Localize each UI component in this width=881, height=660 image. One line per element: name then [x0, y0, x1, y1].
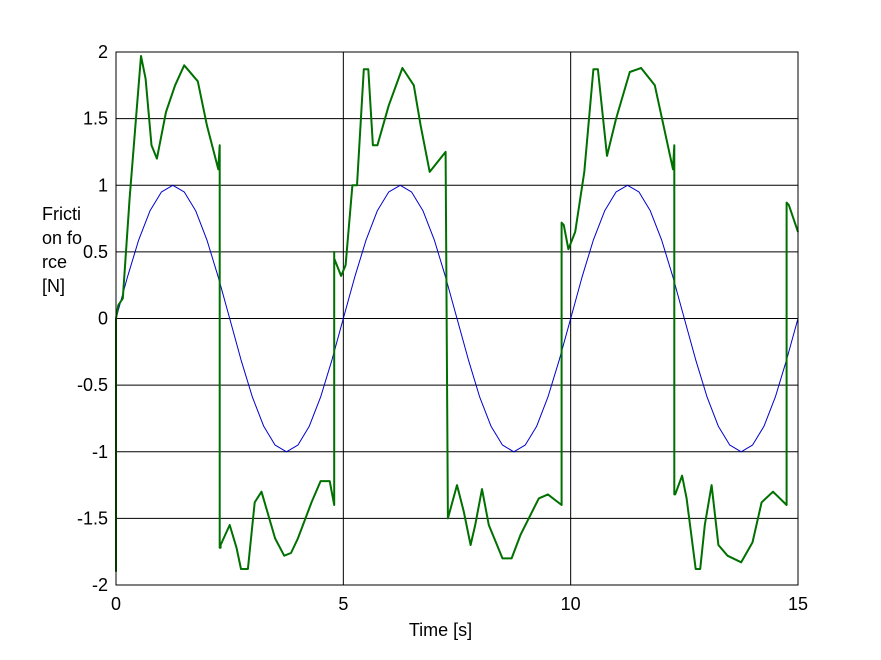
y-tick-label: -2	[92, 575, 108, 595]
y-tick-label: 1	[98, 175, 108, 195]
y-tick-label: 0	[98, 309, 108, 329]
y-tick-labels: -2 -1.5 -1 -0.5 0 0.5 1 1.5 2	[77, 42, 108, 595]
y-tick-label: 1.5	[83, 109, 108, 129]
x-tick-label: 5	[338, 594, 348, 614]
x-tick-label: 15	[788, 594, 808, 614]
y-tick-label: 2	[98, 42, 108, 62]
y-tick-label: -1.5	[77, 508, 108, 528]
x-tick-labels: 0 5 10 15	[111, 594, 808, 614]
x-tick-label: 10	[561, 594, 581, 614]
y-axis-label: Friction force [N]	[42, 204, 83, 296]
y-tick-label: 0.5	[83, 242, 108, 262]
series-line-2	[115, 55, 799, 572]
x-tick-label: 0	[111, 594, 121, 614]
series-line-1	[115, 184, 799, 453]
series-group	[115, 55, 799, 572]
x-axis-label: Time [s]	[408, 620, 473, 640]
y-tick-label: -0.5	[77, 375, 108, 395]
y-tick-label: -1	[92, 442, 108, 462]
plot-frame	[115, 51, 799, 586]
